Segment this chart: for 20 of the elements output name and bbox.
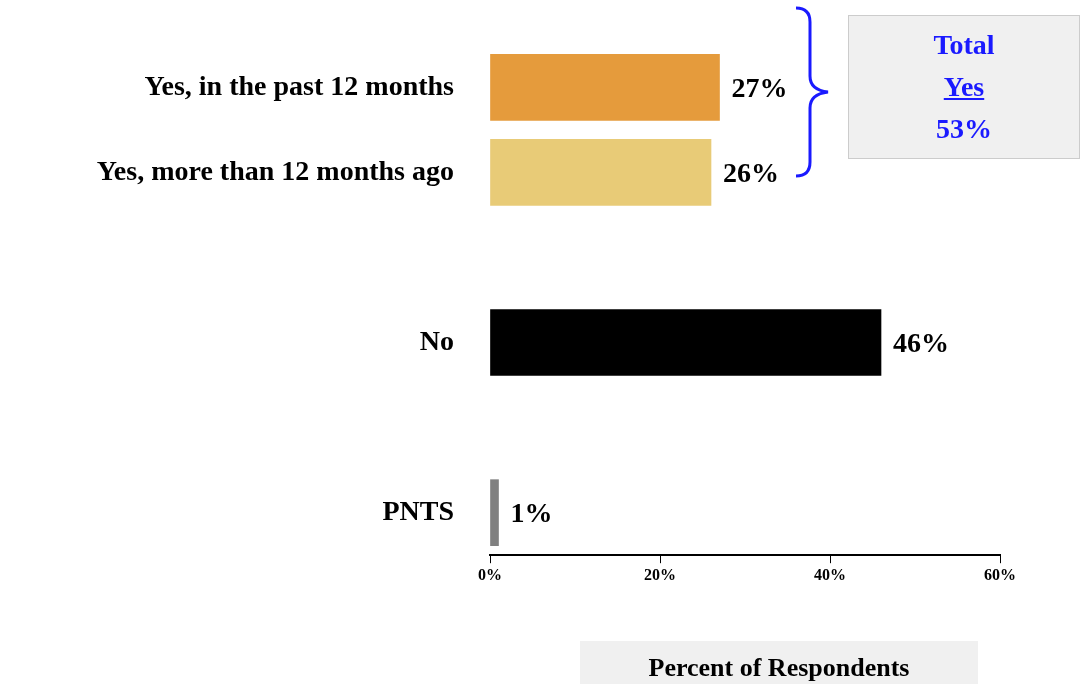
x-tick-label: 60% (984, 565, 1016, 583)
x-tick-label: 0% (478, 565, 502, 583)
data-label: 27% (731, 71, 788, 103)
y-tick-label: PNTS (382, 494, 454, 526)
bar (490, 479, 499, 546)
x-tick-label: 20% (644, 565, 676, 583)
data-label: 1% (510, 496, 553, 528)
data-label: 26% (723, 156, 779, 188)
annotation: 53% (935, 112, 993, 146)
y-tick-label: No (419, 324, 454, 356)
y-tick-label: Yes, more than 12 months ago (96, 154, 454, 186)
y-tick-label: Yes, in the past 12 months (144, 69, 455, 101)
x-axis-title: Percent of Respondents (580, 641, 978, 684)
annotation: Total (932, 28, 996, 62)
x-tick-label: 40% (814, 565, 846, 583)
bar (490, 54, 720, 121)
bar (490, 139, 712, 206)
bar (490, 309, 882, 376)
annotation: Yes (942, 70, 986, 104)
data-label: 46% (893, 326, 949, 358)
